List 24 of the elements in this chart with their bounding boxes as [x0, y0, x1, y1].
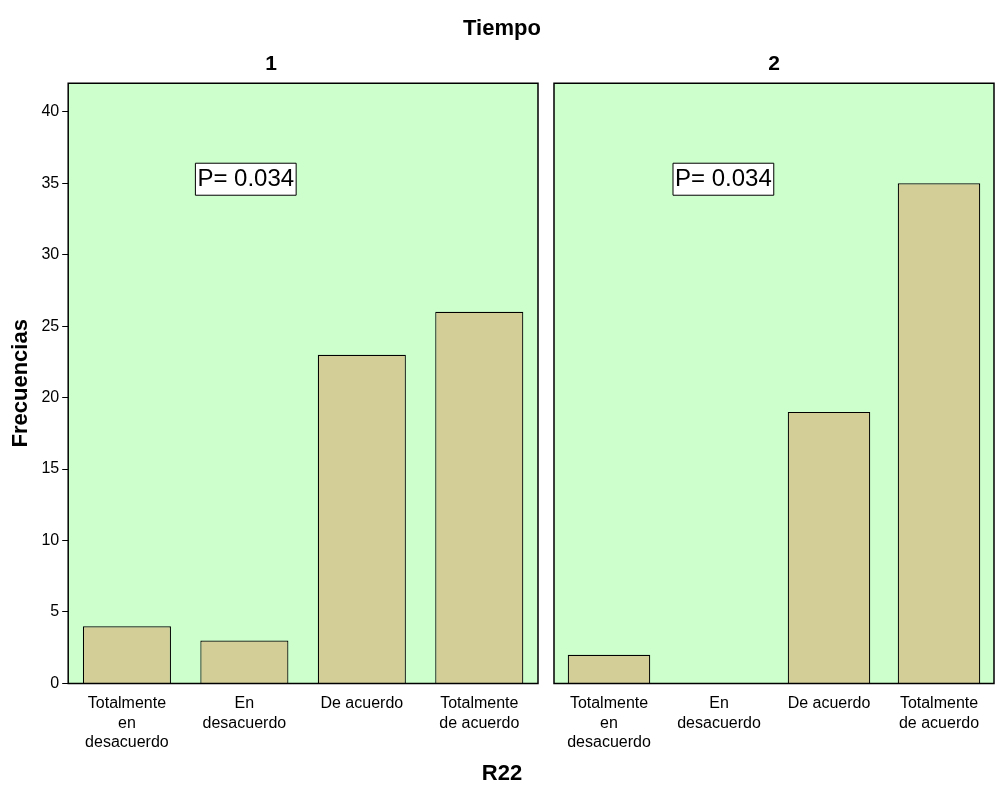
x-axis-title: R22	[480, 760, 524, 786]
y-tick-label: 0	[50, 673, 60, 691]
y-tick-label: 15	[41, 459, 60, 477]
x-tick-label: En desacuerdo	[677, 694, 761, 731]
x-tick-label: De acuerdo	[320, 694, 404, 712]
y-tick-label: 10	[41, 530, 60, 548]
y-axis-title: Frecuencias	[7, 319, 33, 448]
x-tick-label: De acuerdo	[787, 694, 871, 712]
x-tick-label: Totalmente en desacuerdo	[567, 694, 651, 750]
annotation: P= 0.034	[675, 163, 772, 191]
chart-title: 1	[265, 51, 278, 75]
x-tick-label: En desacuerdo	[202, 694, 287, 731]
y-tick-label: 20	[41, 388, 60, 405]
chart-subtitle: Tiempo	[462, 15, 542, 41]
y-tick-label: 5	[50, 602, 60, 620]
x-tick-label: Totalmente de acuerdo	[439, 694, 520, 731]
x-tick-label: Totalmente de acuerdo	[898, 694, 980, 731]
annotation: P= 0.034	[197, 163, 295, 191]
y-tick-label: 30	[41, 245, 60, 263]
y-tick-label: 40	[41, 102, 60, 120]
x-tick-label: Totalmente en desacuerdo	[85, 694, 169, 750]
chart-title: 2	[768, 51, 780, 75]
y-tick-label: 25	[41, 316, 60, 334]
y-tick-label: 35	[41, 173, 60, 191]
